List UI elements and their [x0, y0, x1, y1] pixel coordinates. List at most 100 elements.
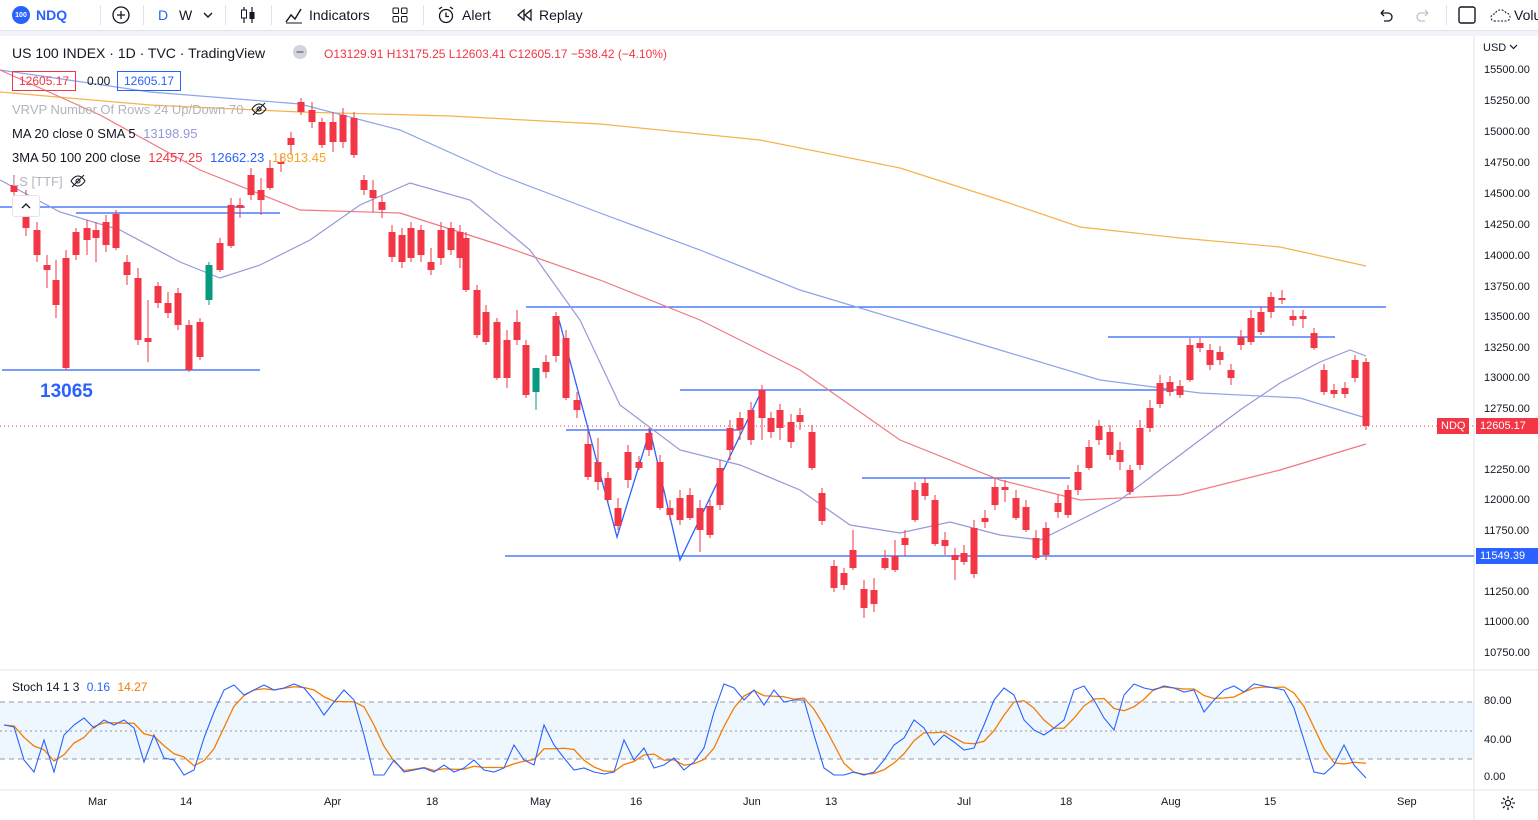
price-axis-label: 12000.00 [1484, 494, 1530, 506]
candle-body [991, 487, 999, 505]
collapse-legend-button[interactable] [12, 195, 40, 217]
ls-legend[interactable]: LS [TTF] [12, 174, 86, 189]
support-annotation[interactable]: 13065 [40, 381, 93, 402]
down-candle [726, 420, 734, 460]
divider [225, 5, 226, 25]
down-candle [594, 438, 602, 490]
candle-body [1299, 316, 1307, 319]
ma20-legend[interactable]: MA 20 close 0 SMA 5 13198.95 [12, 126, 201, 141]
interval-w-button[interactable]: W [179, 7, 193, 23]
candles-icon [241, 7, 255, 23]
volume-save-button[interactable]: Volu [1488, 0, 1538, 30]
undo-button[interactable] [1377, 0, 1395, 30]
interval-d-button[interactable]: D [158, 7, 169, 23]
indicators-button[interactable]: Indicators [284, 0, 370, 30]
replay-label: Replay [539, 7, 583, 23]
candle-body [1247, 318, 1255, 342]
candle-body [594, 462, 602, 482]
line-price-tag: 11549.39 [1476, 548, 1538, 564]
price-axis-label: 15250.00 [1484, 95, 1530, 107]
compare-button[interactable] [111, 0, 131, 30]
add-circle-icon [112, 6, 130, 24]
time-axis-label: 14 [180, 796, 193, 808]
candle-body [736, 418, 744, 430]
down-candle [1012, 490, 1020, 520]
candle-body [981, 518, 989, 522]
down-candle [1042, 522, 1050, 560]
down-candle [277, 155, 285, 172]
down-candle [287, 132, 295, 155]
down-candle [407, 222, 415, 262]
replay-button[interactable]: Replay [514, 0, 583, 30]
main-chart[interactable] [0, 36, 1538, 820]
settings-button[interactable] [1500, 795, 1516, 816]
sma3-label: 3MA 50 100 200 close [12, 150, 141, 165]
stoch-axis-40: 40.00 [1484, 734, 1512, 746]
layout-button[interactable] [1457, 0, 1477, 30]
divider [100, 5, 101, 25]
candle-body [329, 122, 337, 142]
down-candle [584, 430, 592, 480]
ask-box[interactable]: 12605.17 [117, 71, 182, 91]
down-candle [562, 330, 570, 400]
candle-body [1042, 528, 1050, 555]
candle-body [860, 589, 868, 608]
eye-hidden-icon[interactable] [251, 102, 267, 116]
down-candle [493, 318, 501, 380]
symbol-search[interactable]: 100 NDQ [12, 0, 67, 30]
down-candle [1032, 530, 1040, 560]
sma200-value: 13913.45 [272, 150, 327, 165]
market-status-icon[interactable] [293, 45, 307, 59]
down-candle [456, 225, 464, 268]
down-candle [52, 260, 60, 318]
candle-body [339, 115, 347, 142]
down-candle [1085, 440, 1093, 470]
alarm-clock-icon [438, 6, 454, 24]
stoch-legend[interactable]: Stoch 14 1 3 0.16 14.27 [12, 680, 151, 694]
price-axis-label: 13250.00 [1484, 342, 1530, 354]
down-candle [257, 178, 265, 215]
candle-body [901, 538, 909, 545]
chart-type-button[interactable] [238, 0, 258, 30]
last-price-tag: 12605.17 [1476, 418, 1538, 434]
stoch-label: Stoch 14 1 3 [12, 680, 80, 694]
ndq-logo-icon: 100 [12, 6, 30, 24]
alert-button[interactable]: Alert [436, 0, 491, 30]
price-axis-label: 13500.00 [1484, 311, 1530, 323]
price-axis-label: 15000.00 [1484, 126, 1530, 138]
interval-dropdown[interactable] [202, 0, 214, 30]
candle-body [1012, 498, 1020, 518]
candle-body [818, 493, 826, 521]
candle-body [72, 232, 80, 255]
templates-button[interactable] [390, 0, 410, 30]
candle-body [257, 190, 265, 200]
currency-selector[interactable]: USD [1483, 42, 1518, 54]
down-candle [297, 98, 305, 115]
candle-body [369, 190, 377, 198]
top-toolbar: 100 NDQ D W Indicators Alert Replay V [0, 0, 1538, 31]
down-candle [437, 222, 445, 265]
sma3-legend[interactable]: 3MA 50 100 200 close 12457.25 12662.23 1… [12, 150, 330, 165]
candle-body [532, 368, 540, 392]
divider [143, 5, 144, 25]
down-candle [1156, 375, 1164, 408]
candle-body [378, 202, 386, 210]
bid-box[interactable]: 12605.17 [12, 71, 77, 91]
down-candle [1257, 306, 1265, 335]
sma100-line [0, 69, 1367, 419]
candle-body [447, 228, 455, 250]
candle-body [787, 422, 795, 442]
time-axis-label: Aug [1161, 796, 1181, 808]
down-candle [1330, 384, 1338, 398]
redo-button[interactable] [1414, 0, 1432, 30]
candle-body [951, 555, 959, 560]
down-candle [573, 392, 581, 418]
down-candle [369, 180, 377, 212]
time-axis-label: Mar [88, 796, 107, 808]
down-candle [808, 425, 816, 470]
vrvp-legend[interactable]: VRVP Number Of Rows 24 Up/Down 70 [12, 102, 267, 117]
down-candle [318, 118, 326, 148]
down-candle [849, 530, 857, 570]
indicators-label: Indicators [309, 7, 370, 23]
eye-hidden-icon[interactable] [70, 174, 86, 188]
